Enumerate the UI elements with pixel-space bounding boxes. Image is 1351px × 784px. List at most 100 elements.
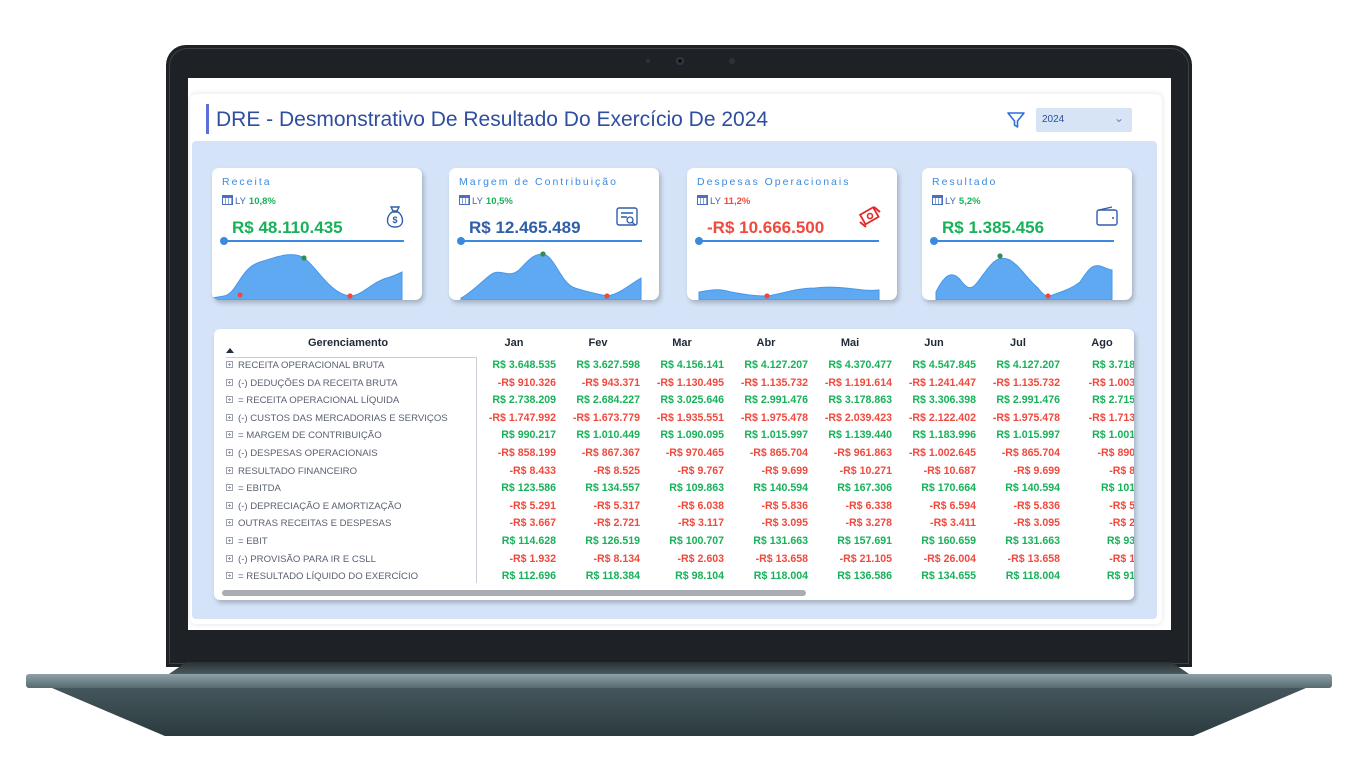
table-cell: -R$ 1.975.478 (992, 411, 1060, 424)
table-cell: R$ 157.691 (837, 535, 892, 547)
table-row-label[interactable]: (-) DEDUÇÕES DA RECEITA BRUTA (226, 378, 398, 389)
table-row-label[interactable]: (-) DESPESAS OPERACIONAIS (226, 448, 378, 459)
kpi-underline-dot (457, 237, 465, 245)
expand-icon[interactable] (226, 431, 233, 439)
kpi-sparkline[interactable] (212, 248, 422, 300)
column-header-jan[interactable]: Jan (504, 337, 524, 349)
row-label-text: (-) DEPRECIAÇÃO E AMORTIZAÇÃO (238, 500, 402, 512)
table-cell: -R$ 5.317 (593, 499, 640, 512)
table-cell: -R$ 1.673.779 (572, 411, 640, 424)
kpi-card-receita[interactable]: Receita LY 10,8% R$ 48.110.435 $ (212, 168, 422, 300)
kpi-card-resultado[interactable]: Resultado LY 5,2% R$ 1.385.456 (922, 168, 1132, 300)
table-row-label[interactable]: (-) DEPRECIAÇÃO E AMORTIZAÇÃO (226, 501, 401, 512)
kpi-sparkline[interactable] (922, 248, 1132, 300)
kpi-value: R$ 12.465.489 (469, 218, 581, 237)
table-cell: -R$ 970.465 (665, 447, 724, 459)
expand-icon[interactable] (226, 501, 233, 509)
column-header-mai[interactable]: Mai (840, 337, 860, 349)
expand-icon[interactable] (226, 554, 233, 562)
column-header-mar[interactable]: Mar (672, 337, 692, 349)
table-cell: R$ 3.648.535 (492, 359, 556, 371)
table-row-label[interactable]: (-) PROVISÃO PARA IR E CSLL (226, 554, 376, 565)
table-cell: -R$ 9.699 (761, 464, 808, 477)
expand-icon[interactable] (226, 449, 233, 456)
column-header-jun[interactable]: Jun (924, 337, 944, 349)
table-row-label[interactable]: = EBIT (226, 536, 268, 547)
table-row-label[interactable]: = MARGEM DE CONTRIBUIÇÃO (226, 430, 382, 441)
ly-label: LY (472, 196, 483, 207)
table-cell: R$ 91.7 (1106, 570, 1134, 583)
kpi-sparkline[interactable] (687, 248, 897, 300)
table-cell: R$ 1.139.440 (828, 429, 892, 442)
ly-label: LY (945, 196, 956, 207)
row-label-text: OUTRAS RECEITAS E DESPESAS (238, 518, 392, 530)
expand-icon[interactable] (226, 413, 233, 421)
table-cell: -R$ 890.7 (1097, 447, 1134, 459)
kpi-card-margem-contribuicao[interactable]: Margem de Contribuição LY 10,5% R$ 12.465… (449, 168, 659, 300)
table-cell: R$ 118.004 (753, 570, 808, 583)
sensor-icon (646, 59, 650, 63)
column-header-abr[interactable]: Abr (756, 337, 776, 349)
column-header-fev[interactable]: Fev (588, 337, 608, 349)
kpi-card-despesas-operacionais[interactable]: Despesas Operacionais LY 11,2% -R$ 10.666… (687, 168, 897, 300)
money-bag-icon: $ (382, 204, 408, 230)
table-cell: R$ 2.991.476 (996, 394, 1060, 407)
kpi-ly-comparison: LY 11,2% (697, 195, 750, 207)
calendar-icon (932, 195, 943, 205)
table-cell: -R$ 3.095 (1013, 517, 1060, 530)
kpi-value: -R$ 10.666.500 (707, 218, 825, 237)
table-cell: R$ 4.156.141 (660, 359, 724, 371)
table-row-label[interactable]: = EBITDA (226, 483, 281, 494)
column-header-ago[interactable]: Ago (1091, 337, 1113, 349)
table-cell: -R$ 865.704 (1001, 447, 1060, 459)
table-cell: -R$ 3.667 (509, 517, 556, 530)
sparkline-min-point (604, 293, 610, 299)
sort-ascending-icon[interactable] (226, 348, 234, 353)
row-header[interactable]: Gerenciamento (308, 337, 389, 349)
expand-icon[interactable] (226, 361, 233, 368)
column-header-jul[interactable]: Jul (1010, 337, 1026, 349)
table-row-label[interactable]: RECEITA OPERACIONAL BRUTA (226, 360, 384, 371)
table-cell: -R$ 2.122.402 (908, 411, 976, 424)
horizontal-scrollbar[interactable] (222, 590, 806, 596)
kpi-sparkline[interactable] (449, 248, 659, 300)
table-cell: -R$ 3.278 (845, 517, 892, 530)
dre-matrix-table[interactable]: Gerenciamento Jan Fev Mar Abr Mai Jun Jul Ago RE… (214, 329, 1134, 600)
table-cell: R$ 131.663 (1005, 535, 1060, 547)
year-dropdown-value: 2024 (1042, 114, 1065, 125)
table-row-label[interactable]: = RESULTADO LÍQUIDO DO EXERCÍCIO (226, 571, 418, 582)
sparkline-max-point (301, 255, 307, 261)
filter-icon[interactable] (1006, 110, 1026, 130)
table-cell: -R$ 5.291 (509, 499, 556, 512)
expand-icon[interactable] (226, 484, 233, 492)
table-cell: R$ 1.090.095 (660, 429, 724, 442)
report-page: DRE - Desmonstrativo De Resultado Do Exe… (190, 94, 1162, 624)
table-cell: -R$ 1.003.3 (1088, 376, 1134, 389)
expand-icon[interactable] (226, 572, 233, 580)
table-cell: -R$ 10.687 (923, 464, 976, 477)
table-cell: R$ 101.8 (1101, 482, 1134, 495)
expand-icon[interactable] (226, 378, 233, 386)
table-row-label[interactable]: = RECEITA OPERACIONAL LÍQUIDA (226, 395, 399, 406)
sparkline-min-point (237, 292, 243, 298)
row-label-text: (-) CUSTOS DAS MERCADORIAS E SERVIÇOS (238, 412, 448, 424)
table-cell: R$ 3.178.863 (828, 394, 892, 407)
expand-icon[interactable] (226, 396, 233, 404)
year-dropdown[interactable]: 2024 ⌄ (1036, 108, 1132, 132)
expand-icon[interactable] (226, 519, 233, 527)
table-row-label[interactable]: (-) CUSTOS DAS MERCADORIAS E SERVIÇOS (226, 413, 448, 424)
expand-icon[interactable] (226, 537, 233, 544)
table-cell: -R$ 1.135.732 (992, 376, 1060, 389)
table-cell: R$ 109.863 (669, 482, 724, 495)
row-label-text: = RESULTADO LÍQUIDO DO EXERCÍCIO (238, 571, 419, 583)
table-row-label[interactable]: RESULTADO FINANCEIRO (226, 466, 357, 477)
table-cell: R$ 100.707 (669, 535, 724, 547)
expand-icon[interactable] (226, 466, 233, 474)
sparkline-min-point (347, 293, 353, 299)
kpi-ly-comparison: LY 5,2% (932, 195, 981, 207)
table-row-label[interactable]: OUTRAS RECEITAS E DESPESAS (226, 518, 391, 529)
table-cell: -R$ 1.241.447 (908, 376, 976, 389)
kpi-underline-dot (930, 237, 938, 245)
table-cell: -R$ 2.603 (677, 552, 724, 565)
table-cell: -R$ 2.7 (1109, 517, 1134, 530)
